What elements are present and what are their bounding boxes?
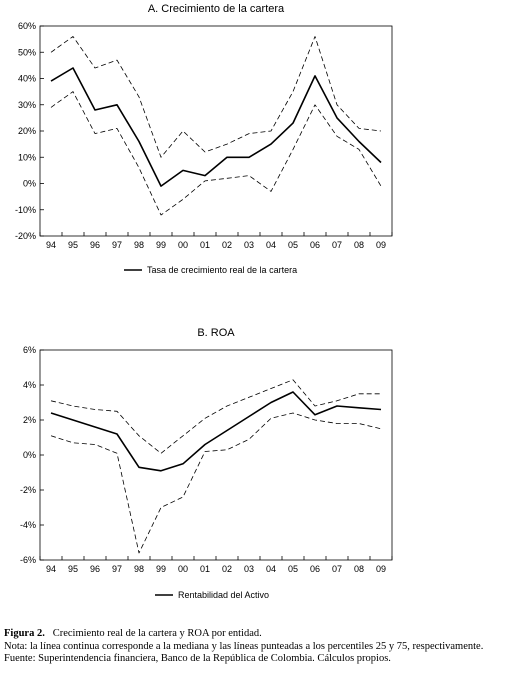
y-tick-label: 30% [18,100,36,110]
x-tick-label: 97 [112,240,122,250]
x-tick-label: 03 [244,564,254,574]
x-tick-label: 09 [376,240,386,250]
x-tick-label: 06 [310,564,320,574]
x-tick-label: 04 [266,564,276,574]
x-tick-label: 01 [200,564,210,574]
y-tick-label: 60% [18,21,36,31]
y-tick-label: -2% [20,485,36,495]
x-tick-label: 96 [90,240,100,250]
x-tick-label: 06 [310,240,320,250]
x-tick-label: 05 [288,564,298,574]
x-tick-label: 95 [68,240,78,250]
x-tick-label: 94 [46,564,56,574]
plot-frame [39,25,393,237]
x-tick-label: 05 [288,240,298,250]
figure-label: Figura 2. [4,628,45,639]
plot-frame [39,349,393,561]
x-tick-label: 99 [156,240,166,250]
series-line-median [50,67,382,187]
series-line-median [50,391,382,472]
figure-caption: Figura 2. Crecimiento real de la cartera… [4,628,520,666]
y-tick-label: 10% [18,152,36,162]
x-tick-label: 97 [112,564,122,574]
x-tick-label: 03 [244,240,254,250]
x-tick-label: 99 [156,564,166,574]
x-tick-label: 07 [332,564,342,574]
x-tick-label: 08 [354,240,364,250]
y-tick-label: -6% [20,555,36,565]
x-tick-label: 96 [90,564,100,574]
x-tick-label: 00 [178,564,188,574]
figure-title: Crecimiento real de la cartera y ROA por… [52,628,262,639]
y-tick-label: -10% [15,205,36,215]
y-tick-label: 40% [18,74,36,84]
x-tick-label: 98 [134,564,144,574]
x-tick-label: 94 [46,240,56,250]
chart-a-crecimiento-cartera: A. Crecimiento de la cartera 60% 50% 40% 30%… [15,3,393,275]
y-tick-label: -20% [15,231,36,241]
x-tick-label: 07 [332,240,342,250]
y-tick-label: 0% [23,450,36,460]
x-tick-label: 95 [68,564,78,574]
x-tick-label: 09 [376,564,386,574]
y-tick-label: 6% [23,345,36,355]
y-tick-label: 0% [23,179,36,189]
series-line-p75 [50,36,382,158]
x-tick-label: 02 [222,564,232,574]
x-tick-label: 02 [222,240,232,250]
x-tick-label: 08 [354,564,364,574]
y-tick-label: -4% [20,520,36,530]
figure-note: Nota: la línea continua corresponde a la… [4,640,484,652]
series-line-p25 [50,412,382,554]
y-tick-label: 20% [18,126,36,136]
series-line-p75 [50,379,381,454]
series-line-p25 [50,91,382,216]
y-tick-label: 2% [23,415,36,425]
y-tick-label: 4% [23,380,36,390]
x-tick-label: 00 [178,240,188,250]
x-tick-label: 98 [134,240,144,250]
chart-title: B. ROA [197,327,235,339]
figure-source: Fuente: Superintendencia financiera, Ban… [4,653,391,664]
y-tick-label: 50% [18,47,36,57]
x-tick-label: 04 [266,240,276,250]
legend-label: Tasa de crecimiento real de la cartera [147,265,297,275]
chart-title: A. Crecimiento de la cartera [148,3,285,15]
chart-b-roa: B. ROA 6% 4% 2% 0% -2% -4% -6% 94 95 96 97 98 99 00 01 0… [20,327,393,600]
legend-label: Rentabilidad del Activo [178,590,269,600]
x-tick-label: 01 [200,240,210,250]
